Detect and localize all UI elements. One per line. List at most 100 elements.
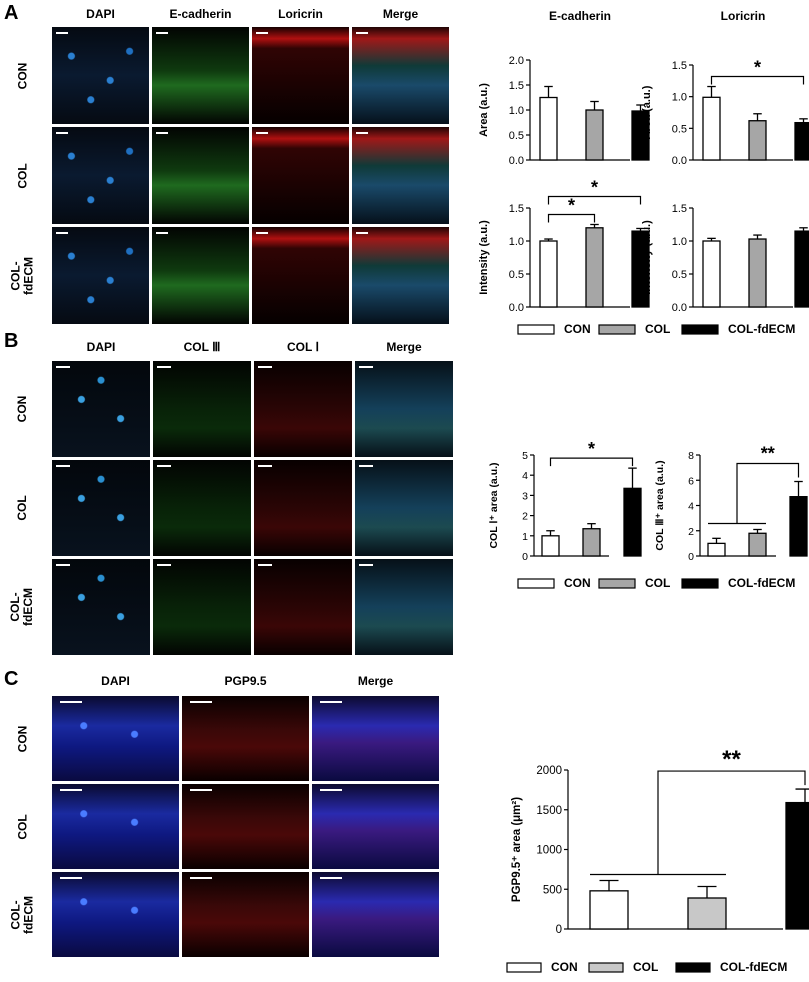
- micrograph-r1-c1: [153, 460, 251, 556]
- chart-title: E-cadherin: [549, 9, 611, 23]
- sig-label: **: [722, 746, 741, 773]
- micrograph-r1-c0: [52, 784, 179, 869]
- legend-label: COL: [645, 322, 670, 336]
- bar-COL: [748, 120, 767, 161]
- micrograph-r1-c2: [252, 127, 349, 224]
- y-tick-label: 1.0: [509, 236, 524, 248]
- legend-label: COL-fdECM: [728, 322, 795, 336]
- y-axis-label: PGP9.5⁺ area (μm²): [511, 797, 523, 902]
- y-axis-label: Area (a.u.): [478, 83, 490, 137]
- scale-bar: [60, 877, 82, 879]
- y-tick-label: 1000: [536, 845, 562, 857]
- micrograph-r0-c3: [352, 27, 449, 124]
- column-header-0: DAPI: [101, 674, 130, 688]
- y-tick-label: 1.5: [509, 203, 524, 215]
- y-tick-label: 1.0: [509, 105, 524, 117]
- bar-COL-fdECM: [789, 496, 808, 557]
- scale-bar: [156, 232, 168, 234]
- scale-bar: [256, 132, 268, 134]
- chart-6: 0 500 1000 1500 2000 PGP9.5⁺ area (μm²) **: [511, 746, 809, 936]
- y-tick-label: 0.5: [509, 269, 524, 281]
- scale-bar: [60, 701, 82, 703]
- y-tick-label: 0: [688, 551, 694, 563]
- micrograph-r0-c0: [52, 27, 149, 124]
- y-tick-label: 1.5: [509, 80, 524, 92]
- sig-bracket: [549, 457, 634, 467]
- sig-label: *: [568, 196, 575, 216]
- sig-label: *: [591, 178, 598, 198]
- bar-CON: [589, 890, 629, 930]
- scale-bar: [256, 32, 268, 34]
- scale-bar: [356, 32, 368, 34]
- y-tick-label: 0.5: [672, 123, 687, 135]
- column-header-0: DAPI: [86, 340, 116, 354]
- y-axis-label: Intensity (a.u.): [641, 220, 653, 295]
- scale-bar: [359, 564, 373, 566]
- column-header-3: Merge: [382, 7, 419, 21]
- bar-COL: [748, 532, 767, 557]
- micrograph-r2-c3: [352, 227, 449, 324]
- scale-bar: [156, 32, 168, 34]
- y-tick-label: 500: [543, 884, 562, 896]
- legend-swatch: [506, 962, 542, 973]
- scale-bar: [56, 132, 68, 134]
- micrograph-r1-c1: [152, 127, 249, 224]
- sig-bracket: [657, 770, 806, 875]
- micrograph-r2-c0: [52, 559, 150, 655]
- legend-swatch: [598, 578, 636, 589]
- y-tick-label: 1: [522, 531, 528, 543]
- scale-bar: [56, 32, 68, 34]
- micrograph-r2-c2: [312, 872, 439, 957]
- y-tick-label: 0.0: [672, 302, 687, 314]
- micrograph-r1-c3: [355, 460, 453, 556]
- micrograph-r0-c2: [254, 361, 352, 457]
- scale-bar: [320, 789, 342, 791]
- y-tick-label: 5: [522, 450, 528, 462]
- y-tick-label: 4: [522, 470, 528, 482]
- legend-swatch: [675, 962, 711, 973]
- micrograph-r1-c0: [52, 460, 150, 556]
- chart-3: 0.0 0.5 1.0 1.5 Intensity (a.u.): [641, 203, 809, 314]
- scale-bar: [258, 564, 272, 566]
- bar-COL-fdECM: [623, 487, 642, 557]
- y-tick-label: 2000: [536, 765, 562, 777]
- column-header-1: COL Ⅲ: [183, 340, 221, 354]
- chart-1: Loricrin 0.0 0.5 1.0 1.5 Area (a.u.) *: [641, 9, 809, 167]
- chart-4: 0 1 2 3 4 5 COL Ⅰ⁺ area (a.u.) *: [488, 439, 642, 563]
- y-tick-label: 8: [688, 450, 694, 462]
- bar-COL-fdECM: [794, 121, 809, 161]
- scale-bar: [157, 366, 171, 368]
- legend-label: CON: [564, 576, 591, 590]
- legend-label: COL-fdECM: [728, 576, 795, 590]
- micrograph-r0-c2: [312, 696, 439, 781]
- sig-bracket: [547, 195, 642, 205]
- micrograph-r2-c3: [355, 559, 453, 655]
- y-tick-label: 0.5: [509, 130, 524, 142]
- micrograph-r0-c0: [52, 696, 179, 781]
- sig-bracket: [710, 75, 805, 85]
- legend-swatch: [681, 578, 719, 589]
- scale-bar: [356, 232, 368, 234]
- y-tick-label: 2.0: [509, 55, 524, 67]
- sig-label: *: [588, 439, 595, 459]
- bar-CON: [702, 96, 721, 161]
- scale-bar: [56, 366, 70, 368]
- column-header-2: Loricrin: [278, 7, 323, 21]
- scale-bar: [56, 232, 68, 234]
- micrograph-r0-c2: [252, 27, 349, 124]
- y-tick-label: 1.0: [672, 92, 687, 104]
- column-header-0: DAPI: [86, 7, 115, 21]
- legend-swatch: [517, 324, 555, 335]
- micrograph-r2-c2: [254, 559, 352, 655]
- scale-bar: [157, 564, 171, 566]
- micrograph-r2-c2: [252, 227, 349, 324]
- y-tick-label: 0: [556, 924, 562, 936]
- micrograph-r1-c1: [182, 784, 309, 869]
- micrograph-r0-c1: [182, 696, 309, 781]
- bar-COL: [582, 528, 601, 557]
- y-tick-label: 3: [522, 490, 528, 502]
- y-axis-label: Area (a.u.): [641, 85, 653, 139]
- panel-label-b: B: [4, 330, 19, 352]
- scale-bar: [359, 366, 373, 368]
